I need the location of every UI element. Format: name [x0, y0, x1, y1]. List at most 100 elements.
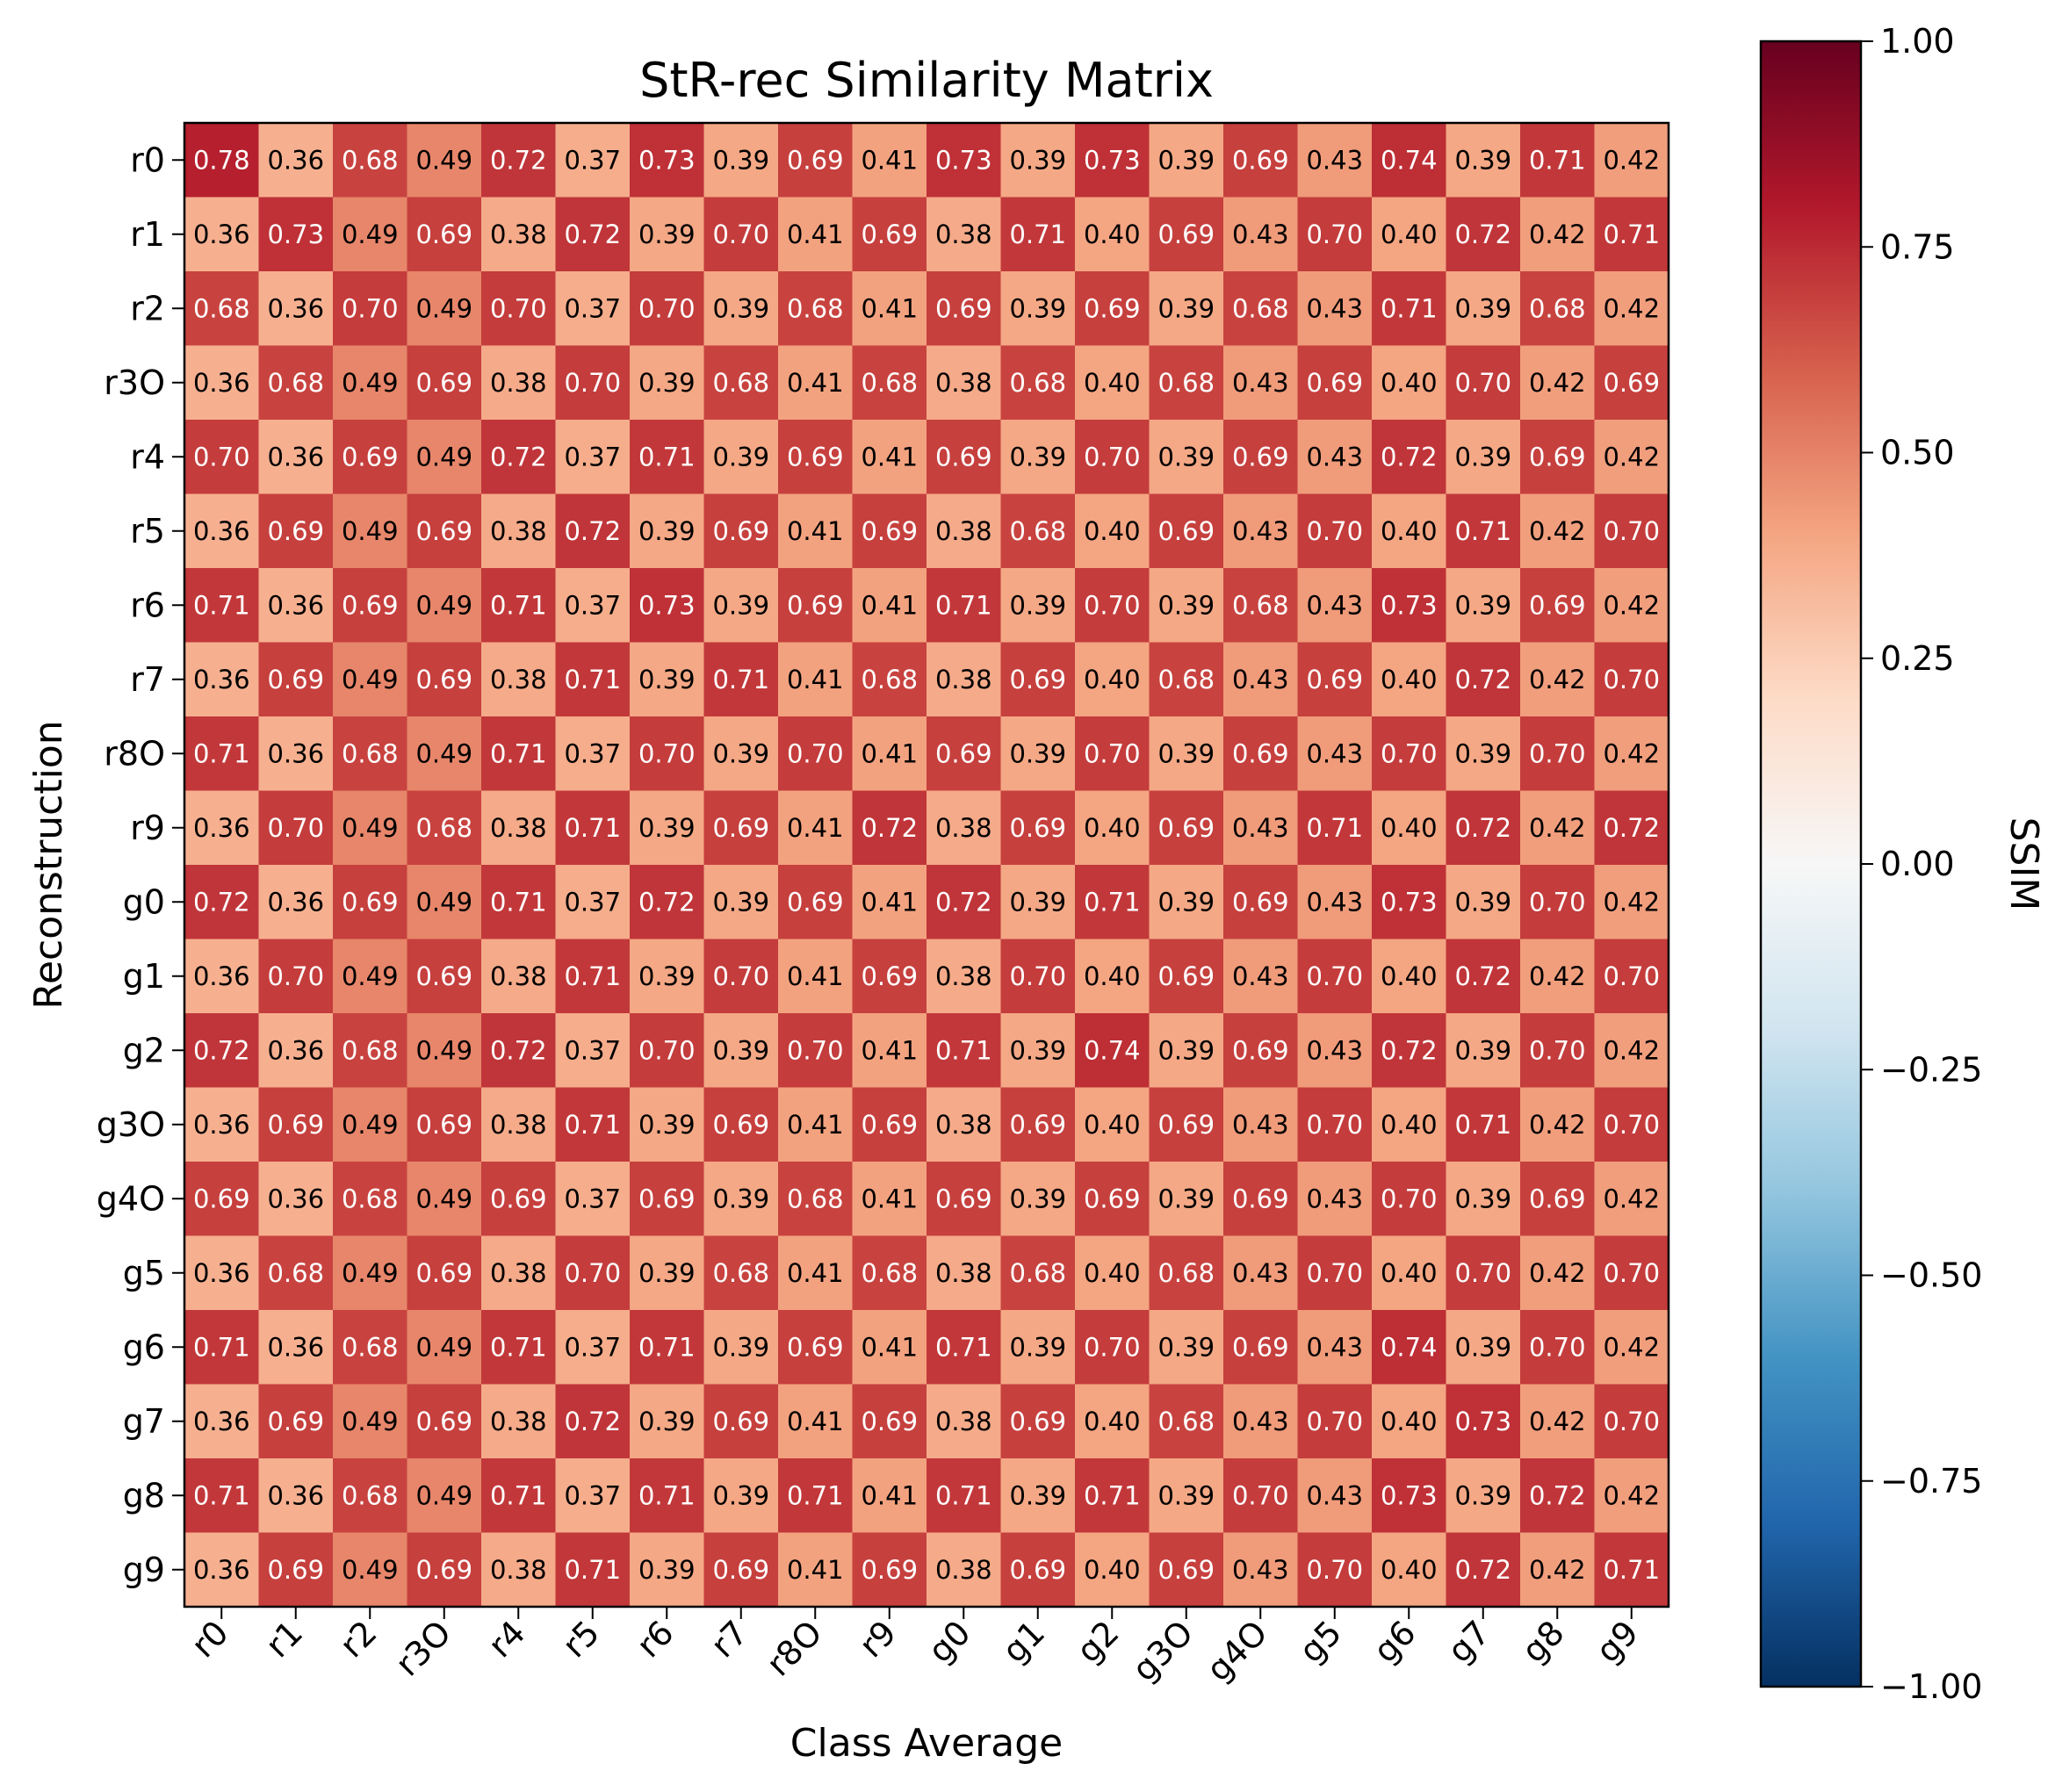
heatmap-cell — [1520, 1310, 1596, 1385]
cell-value-label: 0.40 — [1084, 220, 1141, 249]
cell-value-label: 0.71 — [564, 1555, 621, 1585]
cell-value-label: 0.71 — [638, 442, 696, 471]
cell-value-label: 0.39 — [1157, 738, 1215, 768]
heatmap-cell — [630, 1458, 705, 1534]
cell-value-label: 0.70 — [1603, 1110, 1660, 1140]
cell-value-label: 0.38 — [490, 1407, 547, 1436]
heatmap-cell — [703, 1235, 779, 1311]
heatmap-cell — [481, 716, 557, 792]
heatmap-cell — [1372, 865, 1447, 940]
y-tick-label: g5 — [123, 1254, 165, 1292]
cell-value-label: 0.73 — [638, 590, 696, 620]
cell-value-label: 0.72 — [193, 1035, 250, 1065]
heatmap-cell — [1000, 1532, 1076, 1608]
heatmap-cell — [1594, 1310, 1669, 1385]
heatmap-cell — [703, 271, 779, 347]
cell-value-label: 0.73 — [935, 145, 992, 175]
cell-value-label: 0.68 — [1157, 1407, 1215, 1436]
heatmap-cell — [1000, 123, 1076, 198]
cell-value-label: 0.42 — [1529, 516, 1586, 546]
heatmap-cell — [1297, 271, 1373, 347]
heatmap-cell — [333, 197, 408, 272]
heatmap-cell — [258, 1384, 334, 1459]
cell-value-label: 0.39 — [1454, 1332, 1511, 1362]
heatmap-cell — [258, 493, 334, 569]
cell-value-label: 0.39 — [1009, 1332, 1066, 1362]
x-tick-label: r7 — [703, 1613, 755, 1665]
cell-value-label: 0.39 — [712, 442, 769, 471]
cell-value-label: 0.38 — [490, 368, 547, 398]
cell-value-label: 0.70 — [787, 738, 844, 768]
heatmap-cell — [630, 1235, 705, 1311]
heatmap-cell-labels: 0.78 0.36 0.68 0.49 0.72 0.37 0.73 0.39 0.69 0.41… — [193, 145, 1660, 1585]
cell-value-label: 0.69 — [267, 1555, 324, 1585]
cell-value-label: 0.70 — [1603, 961, 1660, 991]
cell-value-label: 0.68 — [267, 1258, 324, 1288]
heatmap-cell — [184, 1087, 260, 1162]
x-tick-label: g2 — [1069, 1613, 1126, 1670]
cell-value-label: 0.49 — [415, 442, 472, 471]
cell-value-label: 0.49 — [415, 1480, 472, 1510]
heatmap-cell — [1223, 1235, 1299, 1311]
heatmap-cell — [1297, 1458, 1373, 1534]
heatmap-cell — [927, 790, 1002, 866]
heatmap-cell — [1223, 865, 1299, 940]
heatmap-cell — [1149, 642, 1224, 717]
heatmap-cell — [184, 1013, 260, 1089]
cell-value-label: 0.68 — [861, 1258, 918, 1288]
cell-value-label: 0.40 — [1084, 813, 1141, 843]
heatmap-cell — [1594, 1458, 1669, 1534]
cell-value-label: 0.39 — [1454, 1035, 1511, 1065]
heatmap-cell — [927, 345, 1002, 421]
cell-value-label: 0.39 — [1009, 442, 1066, 471]
heatmap-cell — [407, 493, 482, 569]
heatmap-cell — [1000, 1087, 1076, 1162]
colorbar-tick-label: 0.25 — [1880, 639, 1955, 678]
heatmap-cell — [1520, 1013, 1596, 1089]
heatmap-cell — [927, 1162, 1002, 1237]
heatmap-cell — [630, 1384, 705, 1459]
cell-value-label: 0.69 — [861, 1110, 918, 1140]
heatmap-cell — [1297, 939, 1373, 1014]
heatmap-cell — [778, 1087, 854, 1162]
cell-value-label: 0.69 — [415, 1110, 472, 1140]
x-tick-label: g0 — [920, 1613, 977, 1670]
heatmap-cell — [1372, 1013, 1447, 1089]
colorbar-tick-label: 0.75 — [1880, 227, 1955, 266]
heatmap-cell — [258, 1087, 334, 1162]
heatmap-cell — [1149, 1458, 1224, 1534]
heatmap-cell — [555, 568, 631, 644]
heatmap-cell — [778, 271, 854, 347]
cell-value-label: 0.40 — [1381, 516, 1438, 546]
cell-value-label: 0.42 — [1529, 220, 1586, 249]
heatmap-cell — [927, 1384, 1002, 1459]
heatmap-cell — [852, 1532, 927, 1608]
cell-value-label: 0.69 — [787, 145, 844, 175]
cell-value-label: 0.70 — [1454, 1258, 1511, 1288]
cell-value-label: 0.40 — [1381, 665, 1438, 694]
heatmap-cell — [1446, 1235, 1521, 1311]
x-tick-label: r5 — [555, 1613, 607, 1665]
cell-value-label: 0.69 — [1232, 1184, 1289, 1213]
cell-value-label: 0.69 — [1157, 1555, 1215, 1585]
heatmap-cell — [630, 568, 705, 644]
cell-value-label: 0.38 — [935, 1407, 992, 1436]
heatmap-cell — [778, 568, 854, 644]
cell-value-label: 0.43 — [1232, 1258, 1289, 1288]
heatmap-cell — [1223, 1384, 1299, 1459]
heatmap-cell — [333, 1087, 408, 1162]
heatmap-cell — [1075, 1087, 1150, 1162]
heatmap-cell — [407, 197, 482, 272]
heatmap-cell — [1000, 1310, 1076, 1385]
cell-value-label: 0.43 — [1306, 738, 1363, 768]
cell-value-label: 0.68 — [1232, 293, 1289, 323]
heatmap-cell — [407, 716, 482, 792]
colorbar-tick-label: −0.50 — [1880, 1256, 1982, 1295]
heatmap-cell — [1149, 271, 1224, 347]
cell-value-label: 0.70 — [1306, 516, 1363, 546]
cell-value-label: 0.69 — [415, 368, 472, 398]
cell-value-label: 0.39 — [1454, 887, 1511, 917]
cell-value-label: 0.41 — [861, 1035, 918, 1065]
heatmap-cell — [1372, 493, 1447, 569]
cell-value-label: 0.72 — [564, 1407, 621, 1436]
